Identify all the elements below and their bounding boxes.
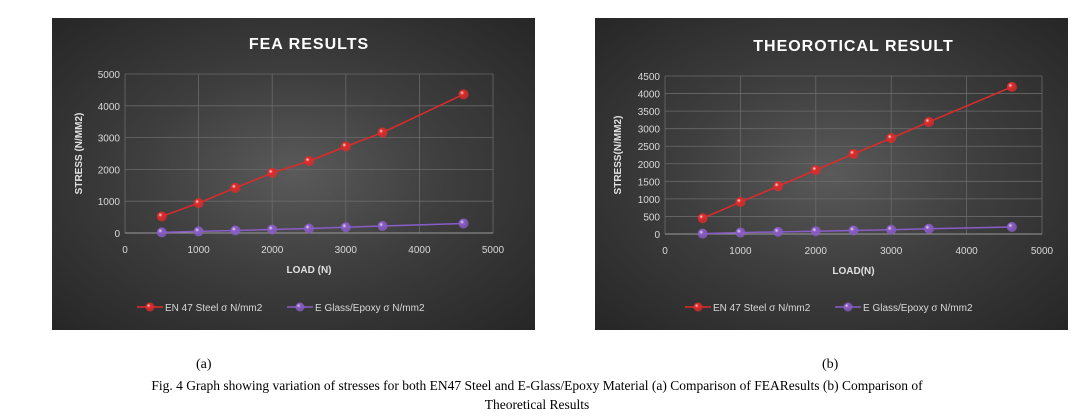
y-tick-label: 2500 <box>638 142 661 153</box>
y-tick-label: 1000 <box>98 197 121 208</box>
y-tick-label: 2000 <box>98 165 121 176</box>
y-tick-label: 5000 <box>98 70 121 81</box>
x-tick-label: 1000 <box>187 245 210 256</box>
legend-marker <box>295 302 305 312</box>
fea-results-chart: FEA RESULTS 0 1000 2000 3000 4000 5000 0 1000 200… <box>52 18 535 330</box>
data-point <box>193 198 204 209</box>
y-tick-label: 2000 <box>638 160 661 171</box>
data-point <box>267 167 278 178</box>
data-point <box>848 148 859 159</box>
data-point <box>340 141 351 152</box>
y-tick-label: 3500 <box>638 107 661 118</box>
x-tick-label: 4000 <box>955 246 978 257</box>
data-point <box>923 116 934 127</box>
legend-label: EN 47 Steel σ N/mm2 <box>713 303 811 314</box>
data-point <box>1006 81 1017 92</box>
x-tick-label: 2000 <box>805 246 828 257</box>
data-point <box>773 181 784 192</box>
y-tick-label: 0 <box>114 229 120 240</box>
y-tick-label: 1500 <box>638 177 661 188</box>
data-point <box>304 223 314 234</box>
figure-caption-line1: Fig. 4 Graph showing variation of stress… <box>151 378 923 393</box>
y-tick-label: 3000 <box>638 125 661 136</box>
x-tick-label: 5000 <box>482 245 505 256</box>
data-point <box>377 221 388 232</box>
data-point <box>458 218 469 229</box>
figure-caption-line2: Theoretical Results <box>484 397 590 412</box>
theoretical-result-chart: THEOROTICAL RESULT 0 500 1000 1500 2000 2500 30… <box>595 18 1068 330</box>
data-point <box>810 226 821 237</box>
theoretical-chart-svg: THEOROTICAL RESULT 0 500 1000 1500 2000 2500 30… <box>613 38 1054 314</box>
legend-label: EN 47 Steel σ N/mm2 <box>165 303 263 314</box>
y-tick-label: 4000 <box>638 90 661 101</box>
data-point <box>304 156 314 167</box>
x-tick-label: 0 <box>122 245 128 256</box>
data-point <box>773 226 784 237</box>
data-point <box>886 224 897 235</box>
series-line <box>702 86 1013 219</box>
x-tick-label: 5000 <box>1031 246 1054 257</box>
data-point <box>1006 221 1017 232</box>
x-axis-label: LOAD(N) <box>832 266 874 277</box>
y-tick-label: 0 <box>654 230 660 241</box>
data-point <box>156 227 167 238</box>
fea-chart-svg: FEA RESULTS 0 1000 2000 3000 4000 5000 0 1000 200… <box>74 36 505 314</box>
caption-b: (b) <box>822 357 839 372</box>
y-tick-label: 4500 <box>638 72 661 83</box>
legend-label: E Glass/Epoxy σ N/mm2 <box>315 303 425 314</box>
legend-marker <box>145 302 155 312</box>
x-tick-label: 3000 <box>880 246 903 257</box>
data-point <box>697 213 708 224</box>
legend-marker <box>693 302 703 312</box>
legend-label: E Glass/Epoxy σ N/mm2 <box>863 303 973 314</box>
y-axis-label: STRESS (N/MM2) <box>74 113 85 195</box>
chart-title: THEOROTICAL RESULT <box>753 38 954 55</box>
data-point <box>230 182 241 193</box>
data-point <box>193 226 204 237</box>
y-tick-label: 1000 <box>638 195 661 206</box>
series-line <box>161 93 464 218</box>
data-point <box>810 165 821 176</box>
y-tick-label: 4000 <box>98 102 121 113</box>
data-point <box>848 225 859 236</box>
data-point <box>458 89 469 100</box>
data-point <box>230 225 241 236</box>
data-point <box>697 228 708 239</box>
x-tick-label: 3000 <box>335 245 358 256</box>
x-tick-label: 1000 <box>729 246 752 257</box>
y-tick-label: 500 <box>643 212 660 223</box>
x-axis-label: LOAD (N) <box>287 265 332 276</box>
data-point <box>340 222 351 233</box>
data-point <box>923 223 934 234</box>
y-axis-label: STRESS(N/MM2) <box>613 116 624 195</box>
legend-marker <box>843 302 853 312</box>
series-line <box>702 226 1012 235</box>
chart-title: FEA RESULTS <box>249 36 369 53</box>
x-tick-label: 2000 <box>261 245 284 256</box>
data-point <box>735 197 746 208</box>
x-tick-label: 4000 <box>408 245 431 256</box>
caption-a: (a) <box>196 357 212 372</box>
y-tick-label: 3000 <box>98 134 121 145</box>
data-point <box>377 127 388 138</box>
data-point <box>735 227 746 238</box>
data-point <box>156 211 167 222</box>
data-point <box>886 133 897 144</box>
data-point <box>267 224 278 235</box>
x-tick-label: 0 <box>662 246 668 257</box>
series-line <box>161 222 464 234</box>
